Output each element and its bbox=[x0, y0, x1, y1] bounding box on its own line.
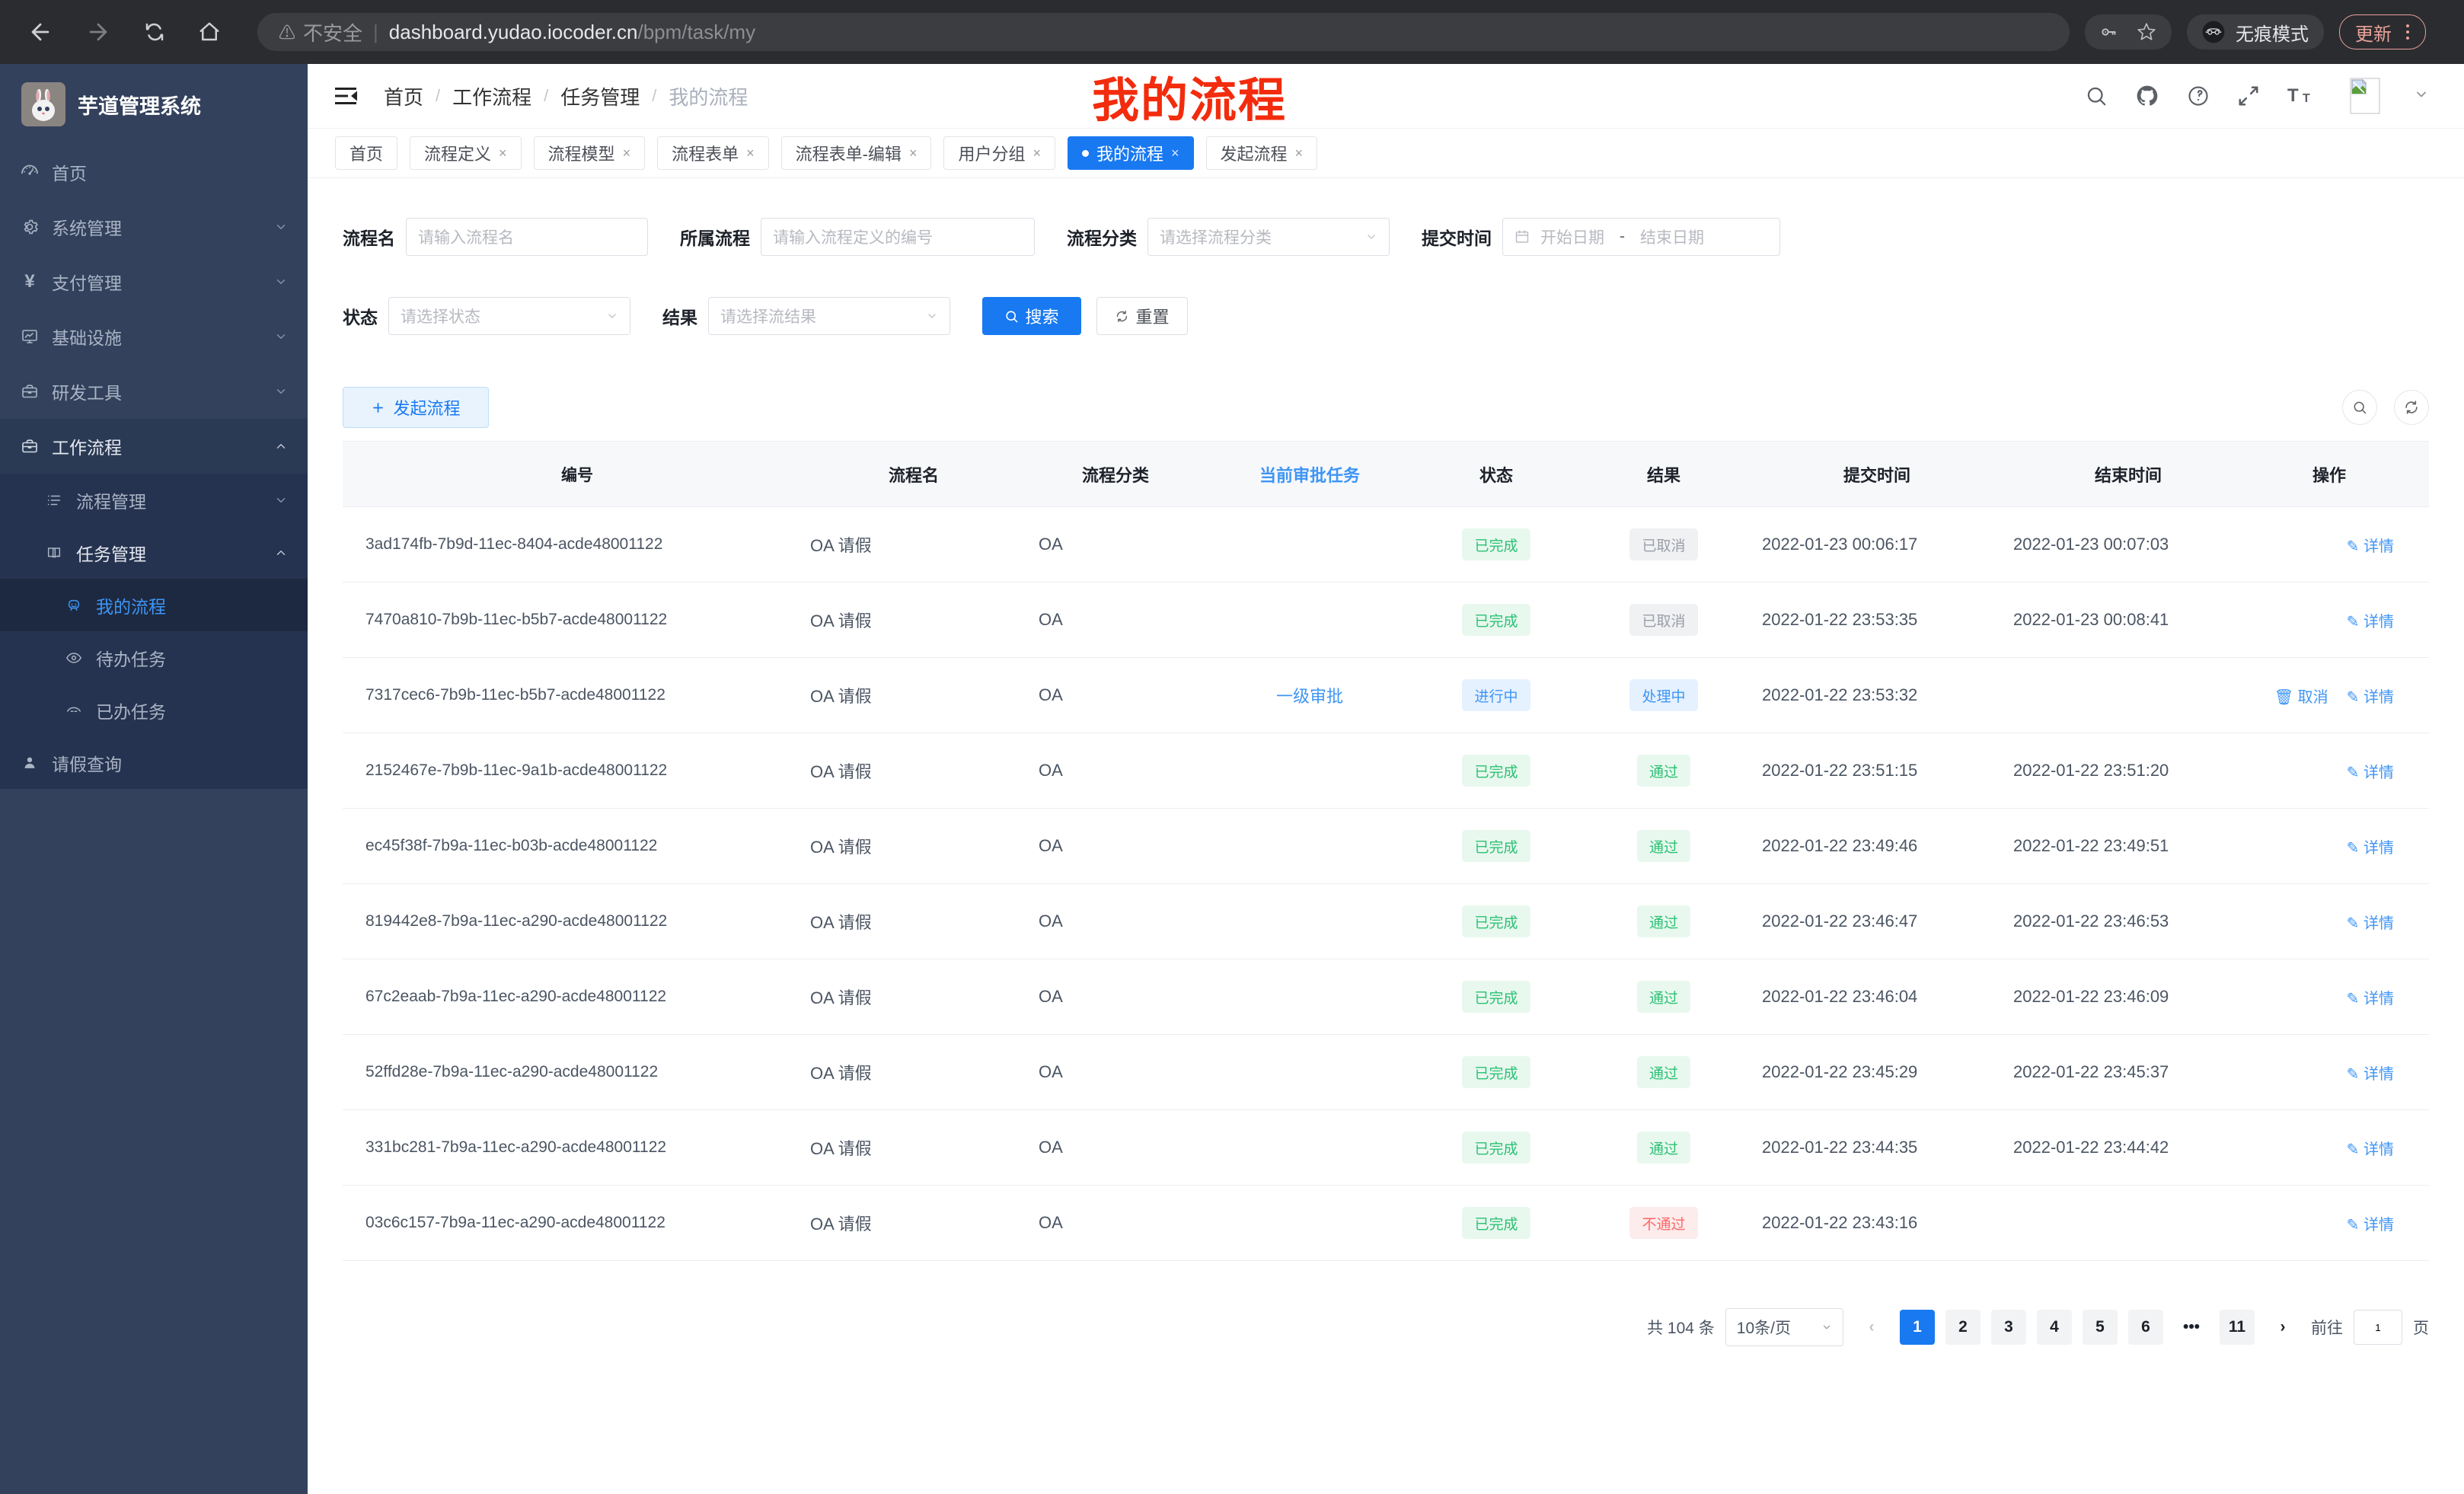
svg-text:T: T bbox=[2303, 92, 2310, 105]
svg-text:T: T bbox=[2287, 85, 2299, 106]
